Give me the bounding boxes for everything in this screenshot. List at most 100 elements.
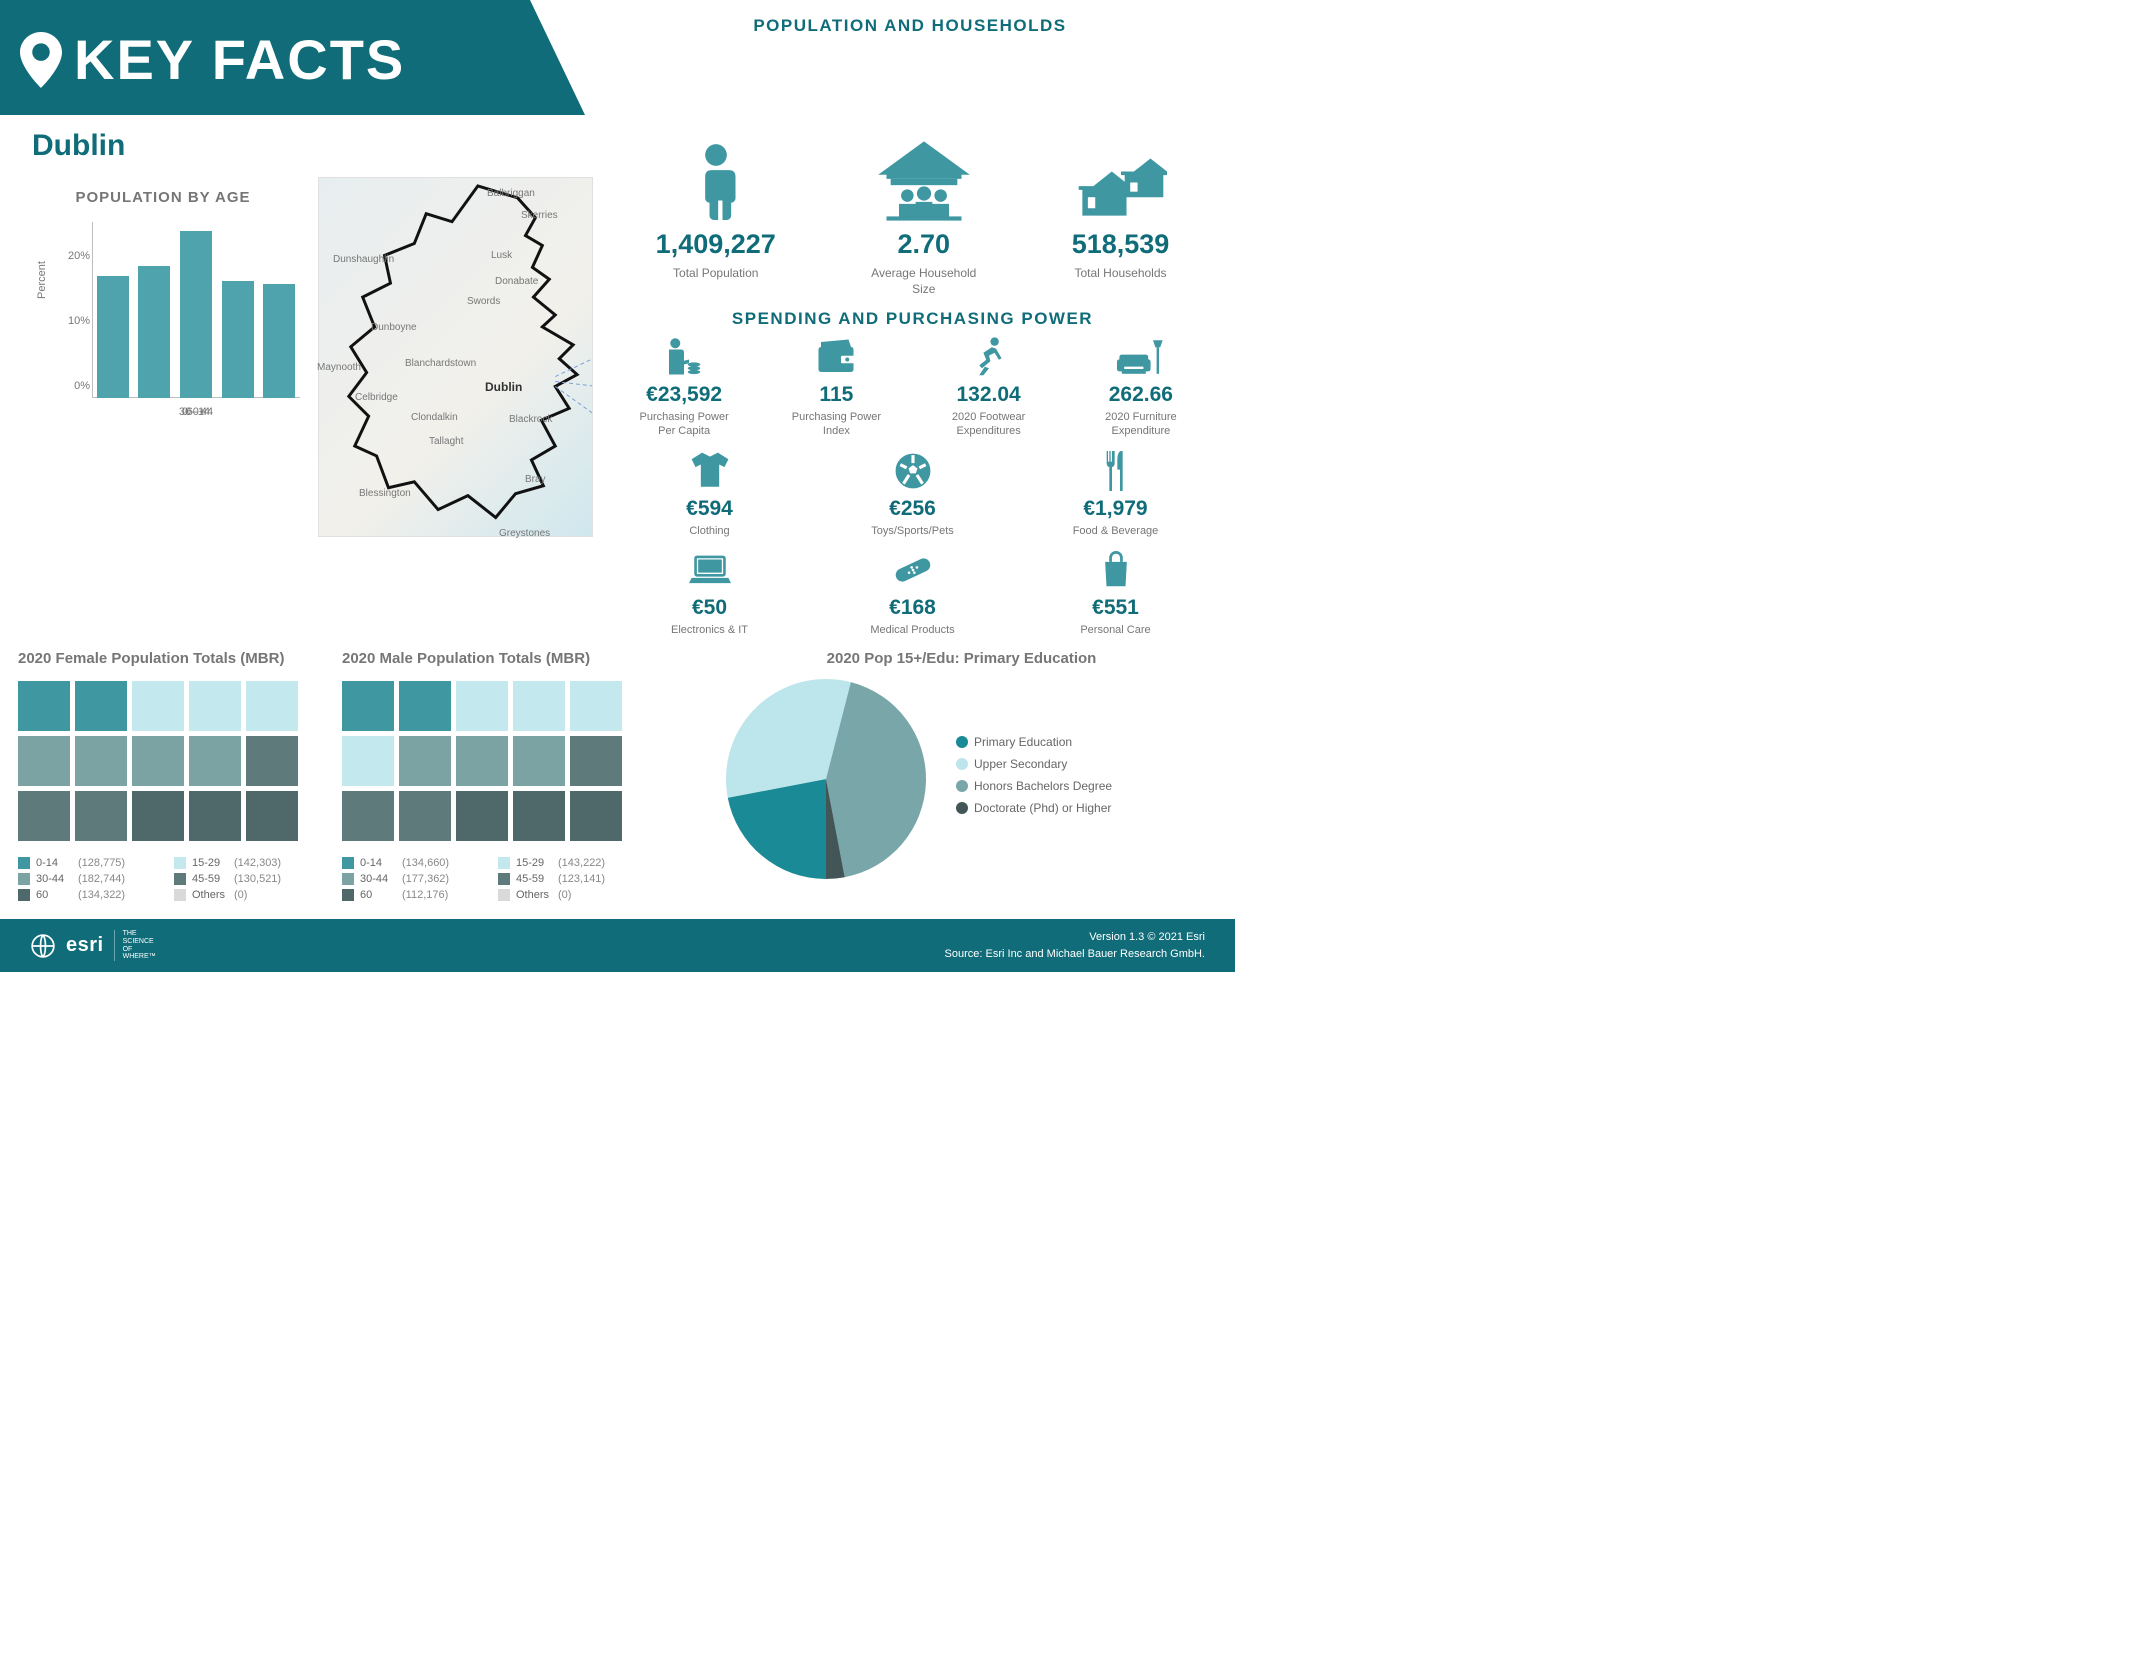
tag-3: OF <box>123 946 156 954</box>
stat-label: 2020 FurnitureExpenditure <box>1066 411 1216 439</box>
stat-shopping-bag: €551 Personal Care <box>1041 548 1191 638</box>
legend-row: 0-14 (128,775) <box>18 857 162 869</box>
stat-label: Personal Care <box>1041 624 1191 638</box>
waffle-cell <box>399 791 451 841</box>
legend-value: (143,222) <box>558 857 605 869</box>
legend-row: 60 (134,322) <box>18 889 162 901</box>
age-bar <box>180 231 212 398</box>
laptop-icon <box>635 548 785 592</box>
waffle-cell <box>342 791 394 841</box>
y-axis-label: Percent <box>36 261 48 299</box>
waffle-cell <box>75 736 127 786</box>
age-bar <box>138 266 170 398</box>
stat-label: Average HouseholdSize <box>871 266 976 297</box>
tshirt-icon <box>635 449 785 493</box>
legend-swatch <box>498 889 510 901</box>
stat-sofa-lamp: 262.66 2020 FurnitureExpenditure <box>1066 335 1216 439</box>
stat-tshirt: €594 Clothing <box>635 449 785 539</box>
age-bar <box>97 276 129 398</box>
legend-row: Doctorate (Phd) or Higher <box>956 801 1112 815</box>
stat-value: €168 <box>838 596 988 620</box>
map-label: Dublin <box>485 380 522 394</box>
legend-row: 45-59 (130,521) <box>174 873 318 885</box>
map-label: Balbriggan <box>487 188 535 199</box>
map-label: Blessington <box>359 488 411 499</box>
map-label: Skerries <box>521 210 558 221</box>
waffle-cell <box>75 681 127 731</box>
wallet-icon <box>761 335 911 379</box>
map-label: Swords <box>467 296 500 307</box>
legend-swatch <box>498 857 510 869</box>
header-title-block: KEY FACTS <box>0 0 530 115</box>
stat-bandage: €168 Medical Products <box>838 548 988 638</box>
waffle-cell <box>570 681 622 731</box>
legend-row: 30-44 (177,362) <box>342 873 486 885</box>
legend-label: 30-44 <box>36 873 78 885</box>
legend-label: Upper Secondary <box>974 757 1067 771</box>
male-waffle: 2020 Male Population Totals (MBR) 0-14 (… <box>342 650 642 901</box>
legend-value: (177,362) <box>402 873 449 885</box>
map-label: Tallaght <box>429 436 463 447</box>
legend-value: (182,744) <box>78 873 125 885</box>
legend-label: 15-29 <box>192 857 234 869</box>
waffle-cell <box>246 681 298 731</box>
houses-icon <box>1072 135 1170 221</box>
stat-coins-person: €23,592 Purchasing PowerPer Capita <box>609 335 759 439</box>
stat-label: Total Households <box>1072 266 1170 282</box>
stat-label: 2020 FootwearExpenditures <box>914 411 1064 439</box>
stat-house-family: 2.70 Average HouseholdSize <box>871 135 976 297</box>
male-waffle-title: 2020 Male Population Totals (MBR) <box>342 650 642 667</box>
map-label: Dunboyne <box>371 322 417 333</box>
legend-swatch <box>18 873 30 885</box>
stat-soccer: €256 Toys/Sports/Pets <box>838 449 988 539</box>
stat-fork-knife: €1,979 Food & Beverage <box>1041 449 1191 539</box>
map-label: Greystones <box>499 528 550 539</box>
coins-person-icon <box>609 335 759 379</box>
legend-label: Others <box>516 889 558 901</box>
edu-title: 2020 Pop 15+/Edu: Primary Education <box>706 650 1217 667</box>
fork-knife-icon <box>1041 449 1191 493</box>
legend-row: 30-44 (182,744) <box>18 873 162 885</box>
age-bar-chart: Percent 0%10%20% 0 - 1430 - 4460+ <box>48 218 308 428</box>
age-bar <box>222 281 254 398</box>
education-pie: 2020 Pop 15+/Edu: Primary Education Prim… <box>666 650 1217 901</box>
stat-label: Food & Beverage <box>1041 525 1191 539</box>
legend-value: (130,521) <box>234 873 281 885</box>
legend-row: Upper Secondary <box>956 757 1112 771</box>
stat-laptop: €50 Electronics & IT <box>635 548 785 638</box>
legend-value: (142,303) <box>234 857 281 869</box>
legend-row: 15-29 (143,222) <box>498 857 642 869</box>
waffle-cell <box>570 791 622 841</box>
runner-icon <box>914 335 1064 379</box>
legend-swatch <box>956 780 968 792</box>
legend-swatch <box>174 873 186 885</box>
legend-swatch <box>956 758 968 770</box>
waffle-cell <box>456 736 508 786</box>
waffle-cell <box>456 681 508 731</box>
esri-logo-text: esri <box>66 934 104 957</box>
spending-title: SPENDING AND PURCHASING POWER <box>608 309 1217 329</box>
legend-label: 60 <box>360 889 402 901</box>
house-family-icon <box>871 135 976 221</box>
legend-swatch <box>956 736 968 748</box>
waffle-cell <box>132 791 184 841</box>
waffle-cell <box>132 736 184 786</box>
legend-label: 0-14 <box>36 857 78 869</box>
legend-label: 30-44 <box>360 873 402 885</box>
map-label: Donabate <box>495 276 538 287</box>
map-label: Maynooth <box>317 362 361 373</box>
legend-label: Primary Education <box>974 735 1072 749</box>
stat-label: Toys/Sports/Pets <box>838 525 988 539</box>
x-tick: 60+ <box>171 406 221 418</box>
waffle-cell <box>456 791 508 841</box>
tag-1: THE <box>123 930 156 938</box>
stat-value: 115 <box>761 383 911 407</box>
female-waffle-title: 2020 Female Population Totals (MBR) <box>18 650 318 667</box>
tag-4: WHERE™ <box>123 953 156 961</box>
legend-swatch <box>498 873 510 885</box>
legend-value: (134,322) <box>78 889 125 901</box>
stat-label: Clothing <box>635 525 785 539</box>
map-label: Celbridge <box>355 392 398 403</box>
footer: esri THE SCIENCE OF WHERE™ Version 1.3 ©… <box>0 919 1235 972</box>
stat-runner: 132.04 2020 FootwearExpenditures <box>914 335 1064 439</box>
